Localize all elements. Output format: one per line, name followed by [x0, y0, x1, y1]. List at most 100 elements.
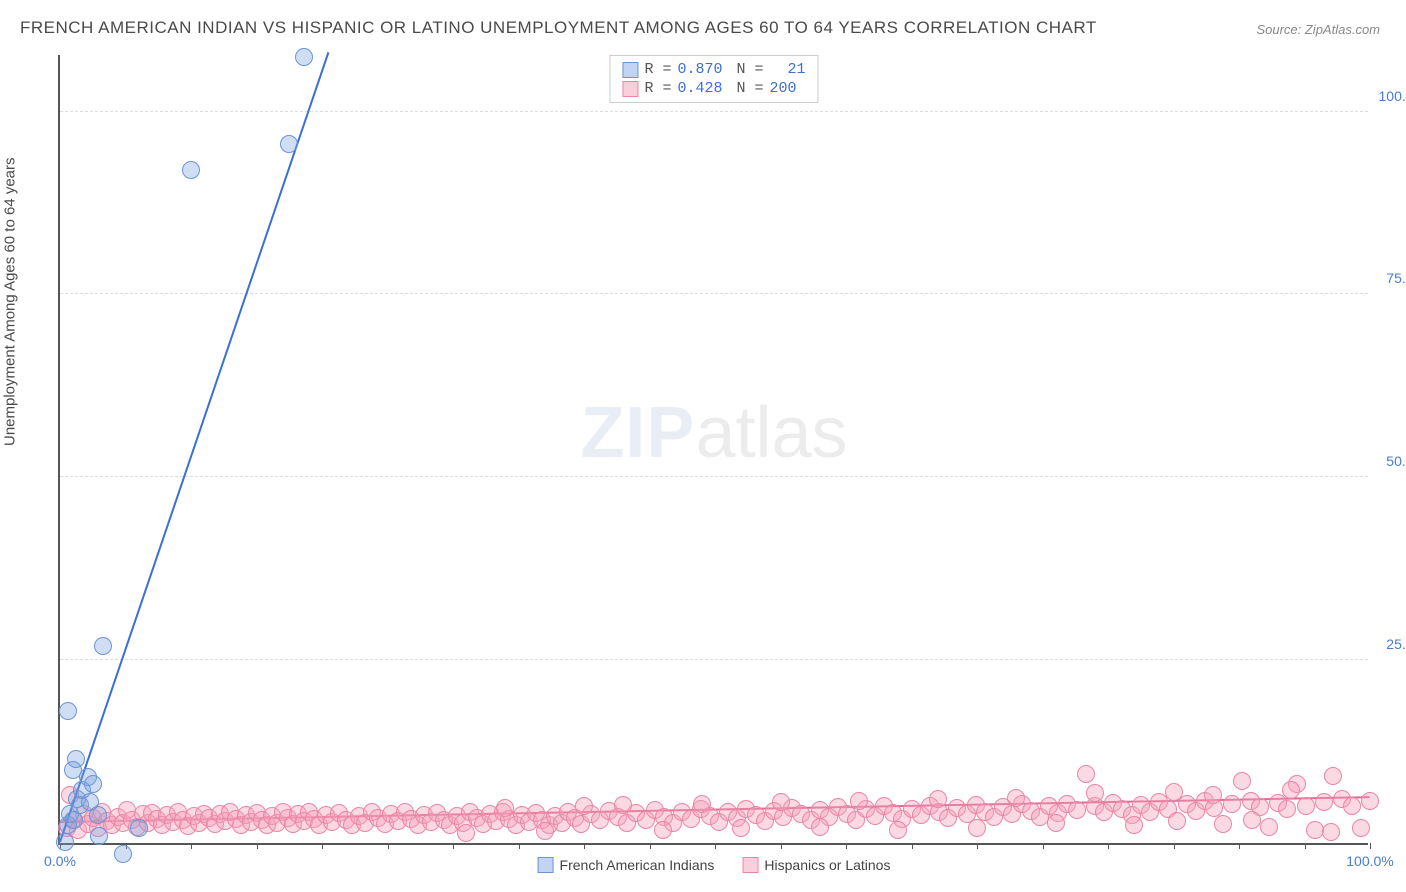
x-tick — [453, 843, 454, 849]
scatter-point — [1278, 800, 1296, 818]
scatter-point — [114, 845, 132, 863]
series-legend-item: Hispanics or Latinos — [742, 857, 890, 873]
scatter-point — [654, 821, 672, 839]
x-tick — [584, 843, 585, 849]
series-legend-item: French American Indians — [538, 857, 715, 873]
scatter-point — [90, 827, 108, 845]
scatter-point — [1361, 792, 1379, 810]
x-tick — [781, 843, 782, 849]
y-tick-label: 50.0% — [1376, 453, 1406, 469]
stats-legend-row: R = 0.870 N = 21 — [622, 60, 805, 79]
scatter-point — [1324, 767, 1342, 785]
watermark-zip: ZIP — [580, 393, 695, 473]
scatter-point — [457, 824, 475, 842]
gridline — [60, 111, 1368, 112]
n-label: N = — [737, 80, 764, 97]
scatter-point — [889, 821, 907, 839]
series-legend: French American Indians Hispanics or Lati… — [538, 857, 891, 873]
n-value: 21 — [770, 61, 806, 78]
scatter-point — [1204, 786, 1222, 804]
legend-swatch — [742, 857, 758, 873]
watermark-atlas: atlas — [695, 393, 847, 473]
r-value: 0.870 — [677, 61, 722, 78]
x-tick — [191, 843, 192, 849]
gridline — [60, 293, 1368, 294]
y-tick-label: 75.0% — [1376, 270, 1406, 286]
x-tick — [388, 843, 389, 849]
x-tick — [715, 843, 716, 849]
plot-area: ZIPatlas R =0.870N = 21R =0.428N =200 Fr… — [58, 55, 1368, 845]
scatter-point — [59, 702, 77, 720]
r-value: 0.428 — [677, 80, 722, 97]
scatter-point — [850, 792, 868, 810]
scatter-point — [280, 135, 298, 153]
scatter-point — [182, 161, 200, 179]
x-tick — [1305, 843, 1306, 849]
y-tick-label: 25.0% — [1376, 636, 1406, 652]
scatter-point — [94, 637, 112, 655]
scatter-point — [1260, 818, 1278, 836]
scatter-point — [968, 819, 986, 837]
stats-legend: R = 0.870 N = 21R = 0.428 N = 200 — [609, 55, 818, 103]
scatter-point — [67, 750, 85, 768]
gridline — [60, 476, 1368, 477]
scatter-point — [614, 796, 632, 814]
scatter-point — [1007, 789, 1025, 807]
scatter-point — [1343, 797, 1361, 815]
scatter-point — [1223, 795, 1241, 813]
scatter-point — [89, 806, 107, 824]
scatter-point — [536, 822, 554, 840]
scatter-point — [1077, 765, 1095, 783]
watermark: ZIPatlas — [580, 392, 847, 474]
series-legend-label: French American Indians — [560, 857, 715, 873]
scatter-point — [1086, 784, 1104, 802]
scatter-point — [1125, 816, 1143, 834]
x-tick — [977, 843, 978, 849]
scatter-point — [1282, 781, 1300, 799]
chart-title: FRENCH AMERICAN INDIAN VS HISPANIC OR LA… — [20, 18, 1097, 38]
x-tick — [650, 843, 651, 849]
scatter-point — [56, 833, 74, 851]
legend-swatch — [538, 857, 554, 873]
scatter-point — [811, 818, 829, 836]
x-tick — [519, 843, 520, 849]
gridline — [60, 659, 1368, 660]
n-value: 200 — [770, 80, 797, 97]
scatter-point — [1068, 801, 1086, 819]
stats-legend-row: R =0.428N =200 — [622, 79, 805, 98]
scatter-point — [732, 819, 750, 837]
scatter-point — [1352, 819, 1370, 837]
legend-swatch — [622, 62, 638, 78]
x-tick — [1239, 843, 1240, 849]
x-tick — [1370, 843, 1371, 849]
scatter-point — [929, 790, 947, 808]
r-label: R = — [644, 61, 671, 78]
scatter-point — [1214, 815, 1232, 833]
x-tick — [322, 843, 323, 849]
x-tick — [912, 843, 913, 849]
x-tick — [846, 843, 847, 849]
x-tick — [1043, 843, 1044, 849]
scatter-point — [1233, 772, 1251, 790]
scatter-point — [1322, 823, 1340, 841]
n-label: N = — [737, 61, 764, 78]
scatter-point — [84, 775, 102, 793]
scatter-point — [1047, 814, 1065, 832]
series-legend-label: Hispanics or Latinos — [764, 857, 890, 873]
x-tick — [1174, 843, 1175, 849]
legend-swatch — [622, 81, 638, 97]
scatter-point — [295, 48, 313, 66]
source-attribution: Source: ZipAtlas.com — [1256, 22, 1380, 37]
scatter-point — [130, 819, 148, 837]
scatter-point — [1243, 811, 1261, 829]
scatter-point — [1165, 783, 1183, 801]
scatter-point — [693, 795, 711, 813]
scatter-point — [1315, 793, 1333, 811]
scatter-point — [772, 793, 790, 811]
y-tick-label: 100.0% — [1376, 88, 1406, 104]
scatter-point — [1168, 812, 1186, 830]
x-tick-label: 100.0% — [1346, 853, 1393, 869]
x-tick — [1108, 843, 1109, 849]
scatter-point — [496, 799, 514, 817]
scatter-point — [1297, 797, 1315, 815]
